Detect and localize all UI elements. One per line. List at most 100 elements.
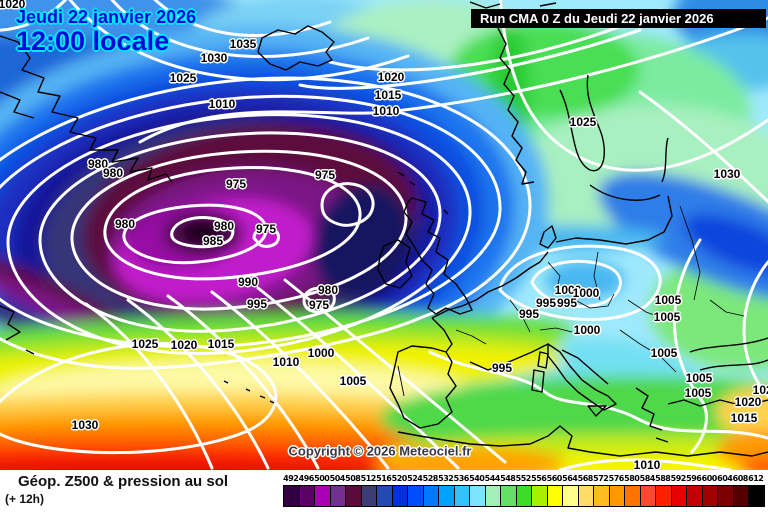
- isobar-label: 1020: [734, 395, 762, 409]
- colorbar-value: 584: [639, 474, 656, 483]
- colorbar-cell: [717, 485, 734, 507]
- colorbar-value: 600: [701, 474, 718, 483]
- colorbar-value: 556: [531, 474, 547, 483]
- colorbar-value: 544: [484, 474, 501, 483]
- colorbar-cell: [655, 485, 672, 507]
- colorbar-cell: [593, 485, 610, 507]
- isobar-label: 995: [518, 307, 540, 321]
- colorbar-cell: [360, 485, 377, 507]
- colorbar-cell: [484, 485, 501, 507]
- isobar-label: 1010: [372, 104, 400, 118]
- isobar-label: 1030: [713, 167, 741, 181]
- isobar-label: 1020: [377, 70, 405, 84]
- colorbar-cell: [701, 485, 718, 507]
- colorbar-cell: [500, 485, 517, 507]
- colorbar-value: 588: [655, 474, 671, 483]
- colorbar-cell: [608, 485, 625, 507]
- isobar-label: 1005: [653, 310, 681, 324]
- geopotential-colorbar: 492 496 500 504 508 512 516 520 524 528 532 536 540 5…: [283, 474, 765, 507]
- colorbar-value: 568: [577, 474, 594, 483]
- isobar-label: 1015: [374, 88, 402, 102]
- colorbar-cell: [748, 485, 765, 507]
- colorbar-cell: [422, 485, 439, 507]
- isobar-label: 1020: [170, 338, 198, 352]
- isobar-label: 975: [225, 177, 247, 191]
- colorbar-value: 496: [298, 474, 315, 483]
- forecast-time: 12:00 locale: [16, 25, 170, 56]
- legend-bar: Géop. Z500 & pression au sol (+ 12h) 492…: [0, 470, 768, 512]
- map-title: Géop. Z500 & pression au sol: [18, 473, 229, 490]
- isobar-label: 1010: [272, 355, 300, 369]
- isobar-label: 1000: [307, 346, 335, 360]
- colorbar-cell: [732, 485, 749, 507]
- isobar-label: 995: [246, 297, 268, 311]
- colorbar-cell: [546, 485, 563, 507]
- map-graphic: [0, 0, 768, 470]
- forecast-date: Jeudi 22 janvier 2026: [16, 7, 197, 27]
- colorbar-value: 492: [283, 474, 299, 483]
- isobar-label: 975: [314, 168, 336, 182]
- isobar-label: 1025: [169, 71, 197, 85]
- colorbar-cell: [407, 485, 424, 507]
- isobar-label: 980: [114, 217, 136, 231]
- colorbar-value: 552: [515, 474, 532, 483]
- colorbar-value: 536: [453, 474, 470, 483]
- isobar-label: 1000: [572, 286, 600, 300]
- colorbar-value: 596: [686, 474, 702, 483]
- colorbar-cell: [453, 485, 470, 507]
- pressure-field: [0, 0, 768, 470]
- isobar-label: 1025: [131, 337, 159, 351]
- colorbar-cell: [515, 485, 532, 507]
- colorbar-cell: [329, 485, 346, 507]
- isobar-label: 995: [556, 296, 578, 310]
- colorbar-cell: [469, 485, 486, 507]
- copyright-notice: Copyright © 2026 Meteociel.fr: [288, 443, 472, 459]
- isobar-label: 980: [87, 157, 109, 171]
- isobar-label: 975: [308, 298, 330, 312]
- colorbar-value: 520: [391, 474, 408, 483]
- isobar-label: 980: [213, 219, 235, 233]
- colorbar-value: 548: [500, 474, 516, 483]
- isobar-label: 1000: [573, 323, 601, 337]
- isobar-label: 1015: [730, 411, 758, 425]
- colorbar-cell: [639, 485, 656, 507]
- colorbar-value: 516: [376, 474, 392, 483]
- colorbar-value: 528: [422, 474, 439, 483]
- isobar-contours: [0, 0, 768, 470]
- colorbar-value: 608: [732, 474, 749, 483]
- isobar-label: 1025: [569, 115, 597, 129]
- colorbar-value: 580: [624, 474, 640, 483]
- colorbar-cell: [283, 485, 300, 507]
- colorbar-value: 540: [469, 474, 485, 483]
- colorbar-value: 504: [329, 474, 346, 483]
- isobar-label: 1010: [633, 458, 661, 470]
- colorbar-value: 560: [546, 474, 563, 483]
- isobar-label: 980: [317, 283, 339, 297]
- colorbar-cell: [670, 485, 687, 507]
- isobar-label: 1015: [207, 337, 235, 351]
- colorbar-cell: [624, 485, 641, 507]
- colorbar-value: 572: [593, 474, 609, 483]
- colorbar-cell: [438, 485, 455, 507]
- colorbar-swatches: [283, 485, 765, 507]
- colorbar-value: 508: [345, 474, 361, 483]
- colorbar-cell: [531, 485, 548, 507]
- colorbar-value: 564: [562, 474, 578, 483]
- colorbar-value: 592: [670, 474, 687, 483]
- colorbar-value: 612: [748, 474, 764, 483]
- colorbar-cell: [391, 485, 408, 507]
- weather-map: 1020 1035 1030 1025 1010 1020 1015 1010 1025 1030…: [0, 0, 768, 470]
- isobar-label: 1020: [0, 0, 26, 11]
- isobar-label: 1005: [650, 346, 678, 360]
- colorbar-value: 532: [438, 474, 454, 483]
- colorbar-cell: [562, 485, 579, 507]
- isobar-label: 995: [491, 361, 513, 375]
- map-lead-time: (+ 12h): [5, 492, 45, 506]
- isobar-label: 975: [255, 222, 277, 236]
- colorbar-cell: [577, 485, 594, 507]
- isobar-label: 1035: [229, 37, 257, 51]
- isobar-label: 980: [102, 166, 124, 180]
- colorbar-value: 512: [360, 474, 377, 483]
- isobar-label: 1005: [339, 374, 367, 388]
